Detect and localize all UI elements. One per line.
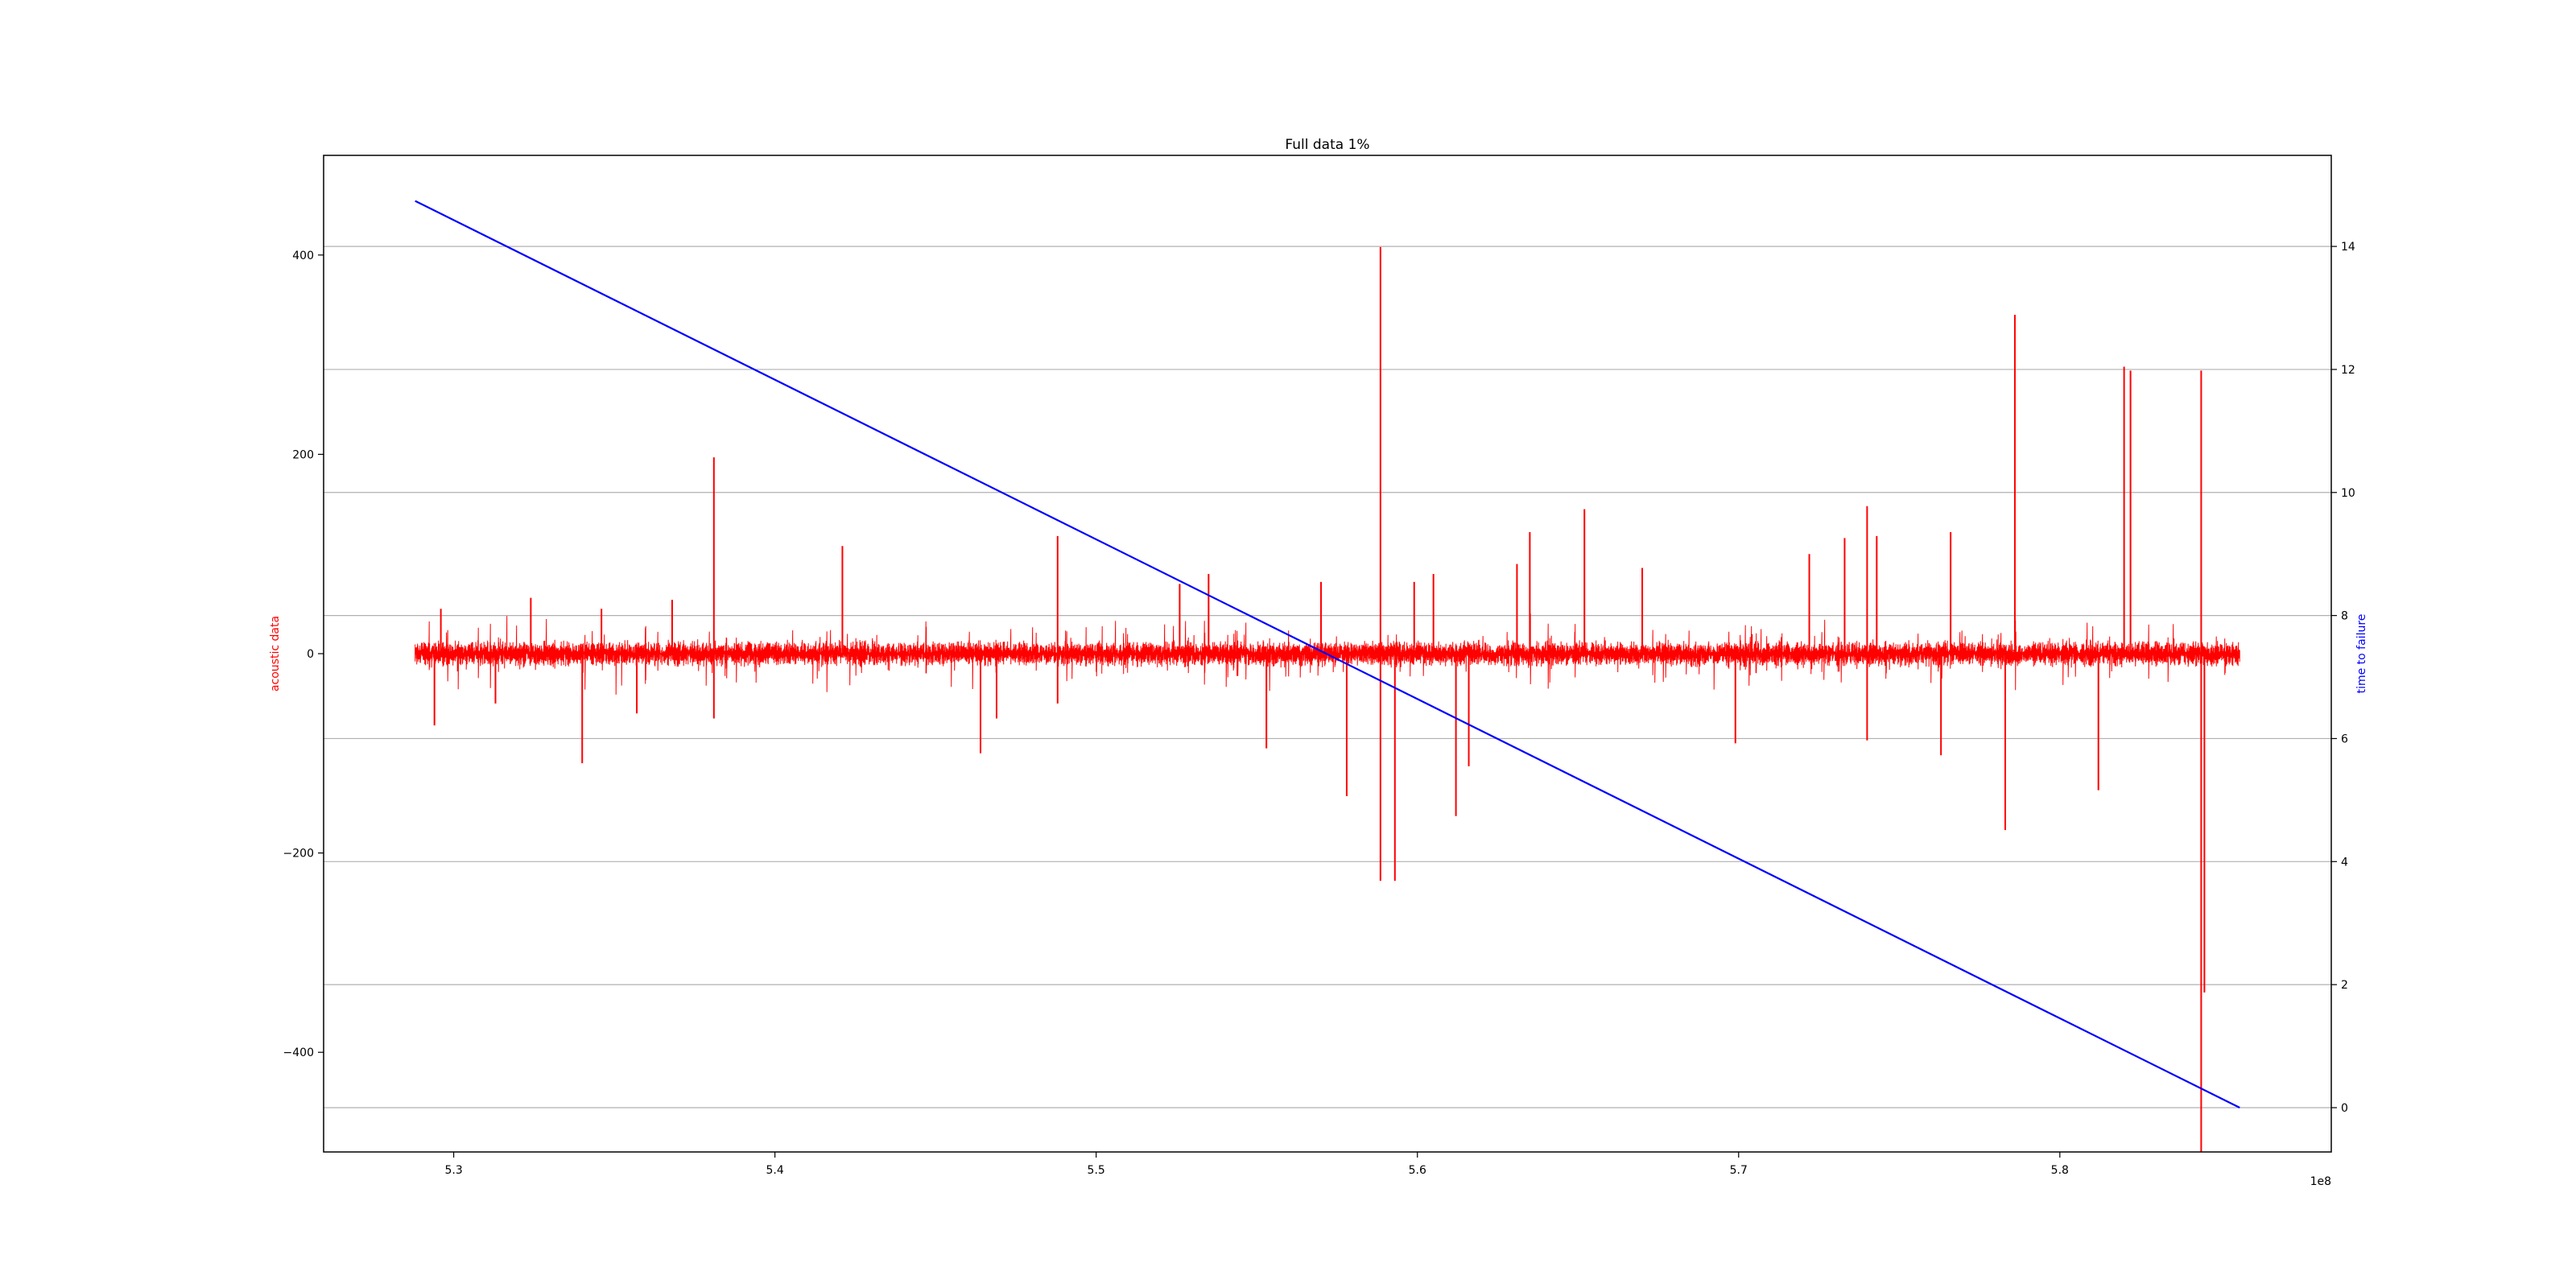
time-to-failure-line [415,200,2240,1108]
x-tick-label: 5.6 [1409,1164,1426,1177]
x-tick-label: 5.3 [444,1164,462,1177]
x-tick-label: 5.4 [766,1164,784,1177]
left-y-axis: −400 −200 0 200 400 [283,250,324,1059]
chart-title: Full data 1% [1285,137,1369,153]
acoustic-data-series [415,246,2240,1152]
y-right-tick-label: 12 [2341,364,2355,377]
y-left-tick-label: −200 [283,848,314,861]
x-tick-label: 5.8 [2051,1164,2069,1177]
y-right-tick-label: 2 [2341,979,2348,992]
y-right-tick-label: 0 [2341,1102,2348,1115]
y-left-tick-label: 0 [307,648,314,661]
y-right-tick-label: 14 [2341,241,2355,254]
y-left-label: acoustic data [269,616,282,691]
y-left-tick-label: −400 [283,1046,314,1059]
y-right-tick-label: 4 [2341,856,2348,869]
y-right-tick-label: 8 [2341,610,2348,623]
right-y-axis: 0 2 4 6 8 10 12 14 [2331,241,2355,1115]
x-tick-label: 5.7 [1730,1164,1748,1177]
x-offset-label: 1e8 [2310,1175,2331,1188]
x-axis: 5.3 5.4 5.5 5.6 5.7 5.8 [444,1152,2069,1177]
x-tick-label: 5.5 [1088,1164,1105,1177]
y-right-label: time to failure [2355,614,2368,694]
y-right-tick-label: 10 [2341,487,2355,500]
acoustic-noise-band [415,613,2240,695]
time-to-failure-series [415,200,2240,1108]
right-axis-gridlines [324,246,2331,1108]
y-left-tick-label: 200 [292,448,314,461]
y-left-tick-label: 400 [292,250,314,262]
y-right-tick-label: 6 [2341,733,2348,745]
